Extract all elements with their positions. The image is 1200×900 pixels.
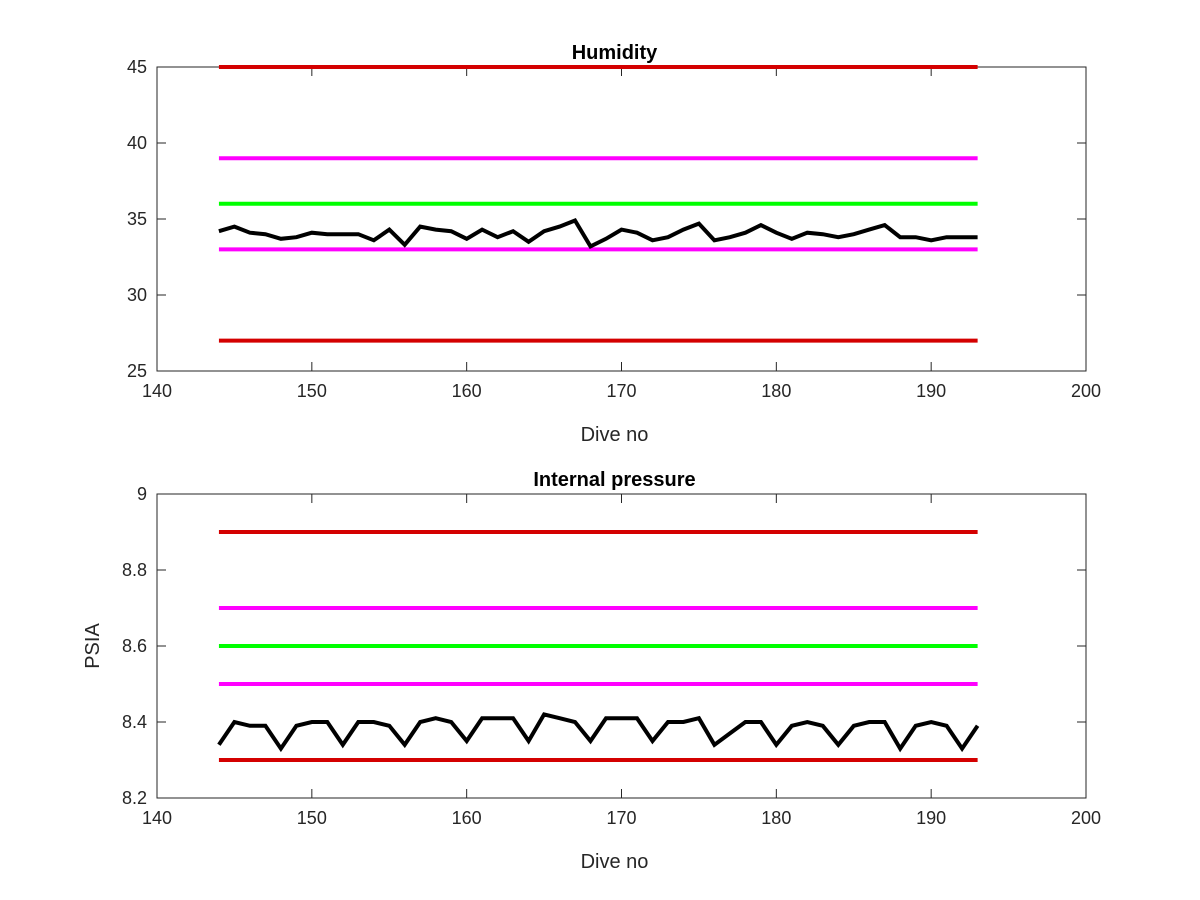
y-tick-label: 8.4	[122, 712, 147, 732]
y-tick-label: 8.2	[122, 788, 147, 808]
chart-title: Humidity	[572, 42, 658, 64]
chart-panel-2: 140 150 160 170 180 190 200 8.2 8.4 8.6 8.8 9 Intern…	[82, 469, 1101, 873]
x-tick-label: 200	[1071, 381, 1101, 401]
y-tick-label: 9	[137, 484, 147, 504]
x-axis-label: Dive no	[581, 424, 649, 446]
x-tick-label: 140	[142, 808, 172, 828]
x-tick-label: 170	[606, 808, 636, 828]
x-tick-label: 190	[916, 808, 946, 828]
chart-title: Internal pressure	[533, 469, 695, 491]
y-axis-label: PSIA	[82, 623, 104, 669]
x-tick-label: 190	[916, 381, 946, 401]
y-tick-label: 35	[127, 209, 147, 229]
x-tick-label: 150	[297, 808, 327, 828]
data-series-line	[217, 712, 980, 753]
y-tick-label: 8.6	[122, 636, 147, 656]
chart-panel-1: 140 150 160 170 180 190 200 25 30 35 40 45 Humidity D…	[127, 42, 1101, 446]
y-tick-label: 40	[127, 133, 147, 153]
y-tick-label: 25	[127, 361, 147, 381]
plot-area	[156, 66, 1087, 372]
y-tick-label: 30	[127, 285, 147, 305]
y-tick-label: 8.8	[122, 560, 147, 580]
x-axis-label: Dive no	[581, 851, 649, 873]
x-tick-label: 160	[452, 808, 482, 828]
x-tick-label: 180	[761, 381, 791, 401]
x-tick-label: 170	[606, 381, 636, 401]
x-tick-label: 180	[761, 808, 791, 828]
x-tick-label: 150	[297, 381, 327, 401]
x-tick-label: 140	[142, 381, 172, 401]
y-tick-label: 45	[127, 57, 147, 77]
data-series-line	[218, 218, 978, 250]
x-tick-label: 160	[452, 381, 482, 401]
x-tick-label: 200	[1071, 808, 1101, 828]
